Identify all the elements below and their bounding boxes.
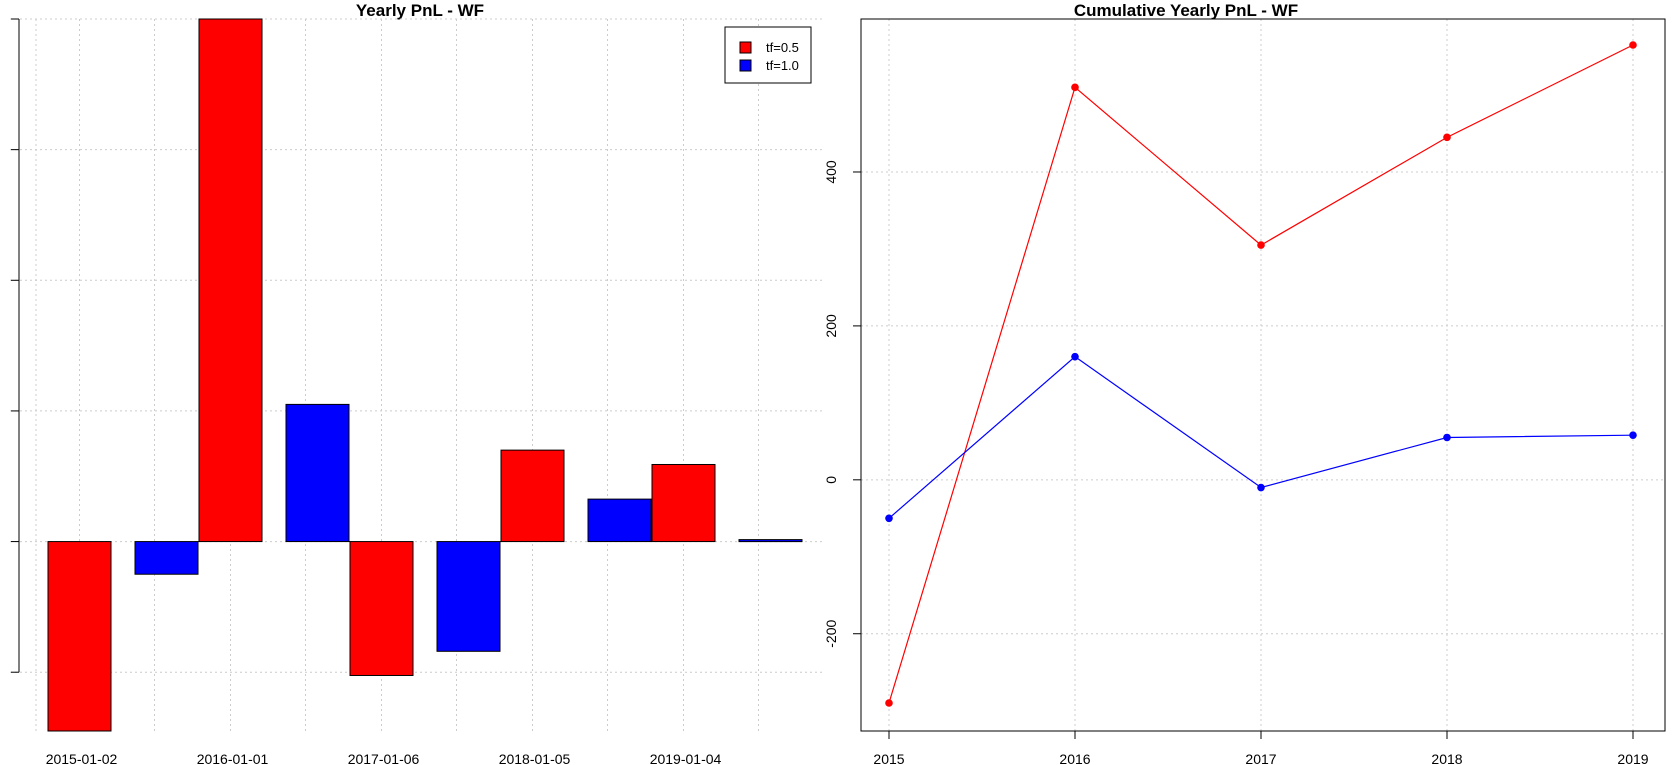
legend-box [724, 26, 812, 84]
bar-tf-0-5-2016-01-01 [198, 18, 263, 543]
right-chart-x-axis: 2015 2016 2017 2018 2019 [873, 731, 1649, 765]
left-x-tick-label: 2015-01-02 [46, 751, 118, 765]
left-chart-y-axis [11, 18, 20, 673]
point-tf-0-5-2019 [1629, 41, 1637, 49]
left-chart-title: Yearly PnL - WF [356, 1, 484, 20]
right-chart-title: Cumulative Yearly PnL - WF [1074, 1, 1298, 20]
right-x-tick-label: 2019 [1617, 751, 1648, 765]
right-y-tick-label: 0 [823, 476, 839, 484]
right-chart-y-axis: -200 0 200 400 [823, 160, 861, 648]
point-tf-1-0-2017 [1257, 483, 1265, 492]
legend-label-tf-0-5: tf=0.5 [766, 40, 799, 55]
left-x-tick-label: 2017-01-06 [348, 751, 420, 765]
point-tf-1-0-2018 [1443, 433, 1451, 442]
left-x-tick-label: 2018-01-05 [499, 751, 571, 765]
point-tf-1-0-2019 [1629, 431, 1637, 439]
point-tf-0-5-2015 [885, 699, 893, 707]
right-x-tick-label: 2016 [1059, 751, 1090, 765]
right-chart-cumulative-pnl: Cumulative Yearly PnL - WF -200 0 200 400 2… [823, 1, 1666, 765]
point-tf-1-0-2016 [1071, 352, 1079, 361]
legend-label-tf-1-0: tf=1.0 [766, 58, 799, 73]
right-y-tick-label: 400 [823, 160, 839, 184]
bar-tf-1-0-2019-01-04 [738, 539, 803, 543]
point-tf-0-5-2016 [1071, 83, 1079, 92]
left-chart-grid [10, 18, 822, 731]
legend-swatch-tf-0-5 [739, 41, 752, 54]
right-y-tick-label: 200 [823, 314, 839, 338]
bar-tf-0-5-2018-01-05 [500, 449, 565, 543]
bar-tf-1-0-2016-01-01 [285, 403, 350, 543]
point-tf-0-5-2017 [1257, 241, 1265, 249]
bar-tf-1-0-2017-01-06 [436, 541, 501, 652]
bar-tf-1-0-2018-01-05 [587, 498, 652, 543]
point-tf-0-5-2018 [1443, 133, 1451, 142]
right-chart-series [885, 41, 1637, 707]
left-x-tick-label: 2016-01-01 [197, 751, 269, 765]
bar-tf-1-0-2015-01-02 [134, 541, 199, 575]
left-x-tick-label: 2019-01-04 [650, 751, 722, 765]
left-chart-bars [47, 18, 803, 732]
left-chart-yearly-pnl: Yearly PnL - WF 2015-01-02 2016-01-01 2017… [10, 1, 822, 765]
point-tf-1-0-2015 [885, 514, 893, 523]
right-chart-grid [861, 19, 1665, 731]
bar-tf-0-5-2015-01-02 [47, 541, 112, 732]
right-chart-plot-box [860, 18, 1666, 732]
bar-tf-0-5-2019-01-04 [651, 463, 716, 543]
right-y-tick-label: -200 [823, 620, 839, 648]
right-x-tick-label: 2017 [1245, 751, 1276, 765]
legend-swatch-tf-1-0 [739, 59, 752, 72]
right-x-tick-label: 2018 [1431, 751, 1462, 765]
right-x-tick-label: 2015 [873, 751, 904, 765]
bar-tf-0-5-2017-01-06 [349, 541, 414, 676]
left-chart-legend: tf=0.5 tf=1.0 [724, 26, 812, 84]
left-chart-x-tick-labels: 2015-01-02 2016-01-01 2017-01-06 2018-01-05… [46, 751, 722, 765]
